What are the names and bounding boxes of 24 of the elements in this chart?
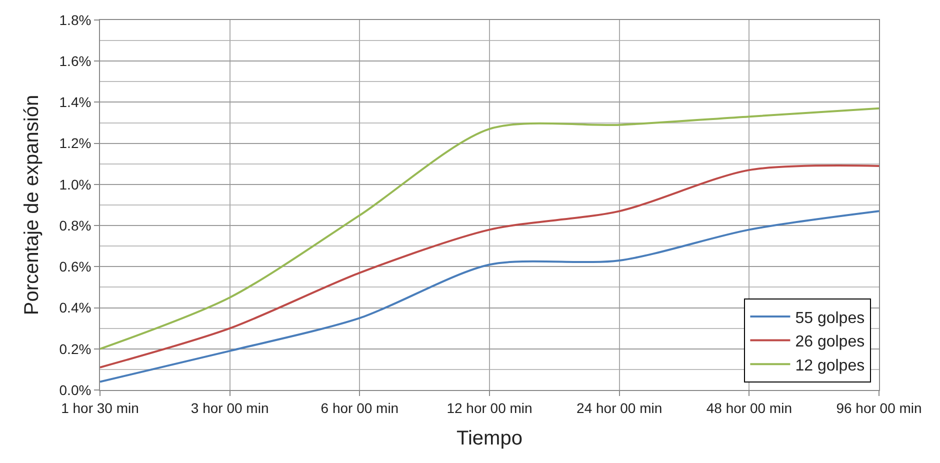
y-tick-label: 1.2% [59,135,92,152]
x-tick-label: 96 hor 00 min [836,400,922,416]
line-series [100,210,879,383]
y-tick-label: 0.8% [59,217,92,234]
x-axis-title: Tiempo [456,427,522,450]
x-tick-label: 6 hor 00 min [320,400,399,416]
legend-label: 26 golpes [795,334,865,351]
legend-label: 12 golpes [795,357,865,374]
x-tick-label: 48 hor 00 min [706,400,792,416]
y-tick-label: 0.6% [59,258,92,275]
x-tick-label: 3 hor 00 min [190,400,269,416]
y-tick-label: 1.6% [59,53,92,70]
x-tick-label: 12 hor 00 min [446,400,532,416]
x-tick-label: 24 hor 00 min [576,400,662,416]
y-tick-label: 1.0% [59,176,92,192]
y-axis-title: Porcentaje de expansión [20,94,43,316]
line-series [100,107,879,350]
y-tick-label: 0.4% [59,300,92,316]
y-tick-label: 0.2% [59,340,92,357]
y-tick-label: 1.8% [59,12,92,28]
y-tick-label: 1.4% [59,94,92,110]
legend-label: 55 golpes [795,310,865,327]
x-tick-label: 1 hor 30 min [61,400,139,416]
y-tick-label: 0.0% [59,382,92,398]
